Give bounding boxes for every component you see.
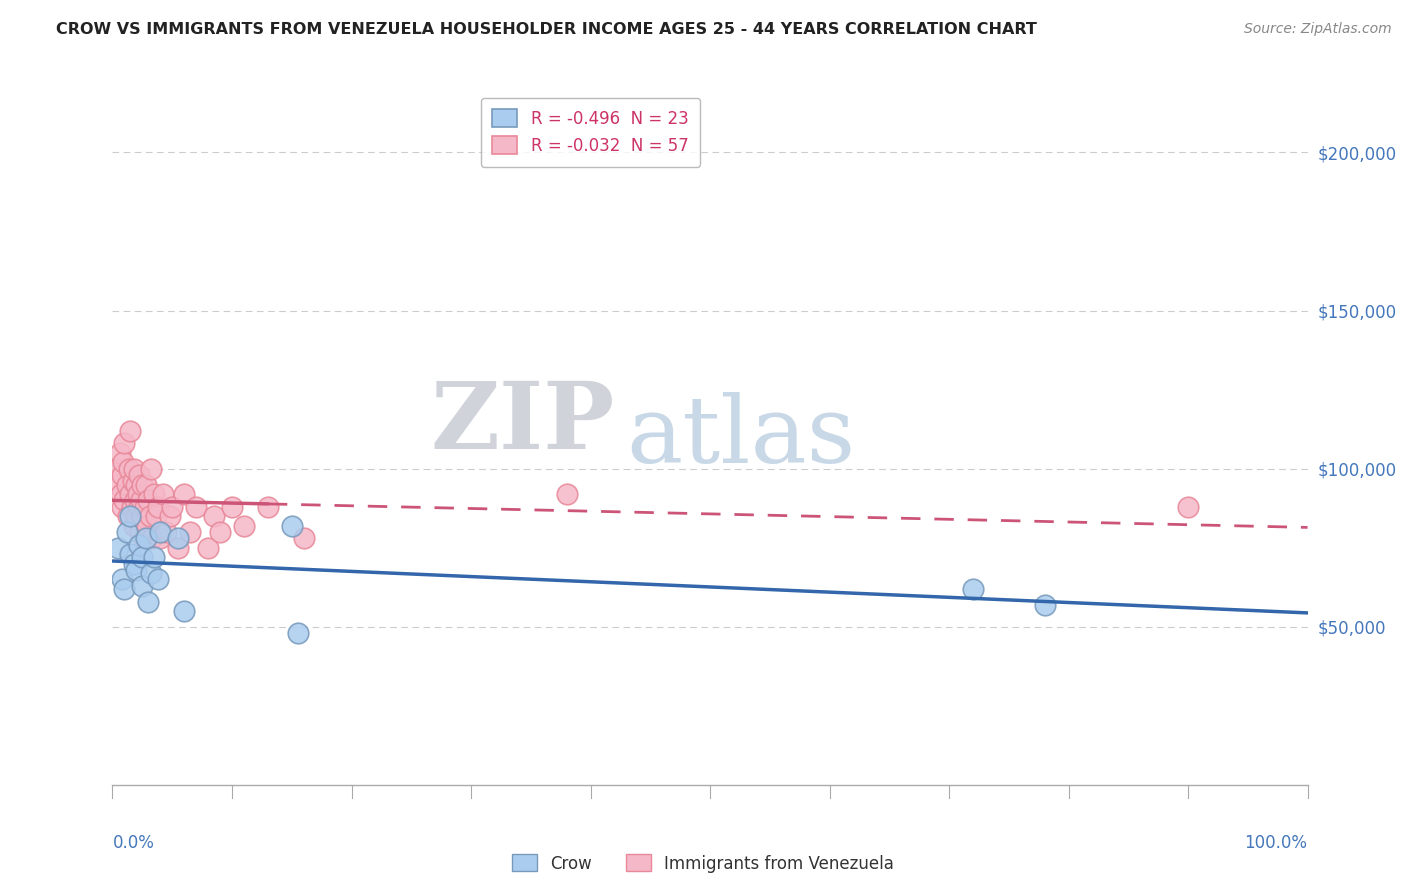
Legend: Crow, Immigrants from Venezuela: Crow, Immigrants from Venezuela (506, 847, 900, 880)
Point (145, 509, 167, 524)
Point (107, 477, 129, 491)
Point (117, 509, 139, 524)
Point (129, 493, 152, 508)
Point (208, 524, 231, 539)
Point (139, 461, 162, 475)
Point (121, 475, 143, 489)
Point (122, 557, 145, 571)
Point (114, 493, 135, 508)
Point (131, 550, 153, 565)
Text: 0.0%: 0.0% (112, 834, 155, 852)
Point (132, 531, 155, 545)
Point (135, 477, 157, 491)
Point (118, 461, 141, 475)
Point (114, 436, 135, 450)
Point (149, 531, 172, 545)
Point (115, 524, 138, 539)
Point (141, 531, 163, 545)
Point (125, 477, 148, 491)
Point (111, 573, 134, 587)
Point (131, 509, 153, 524)
Point (112, 455, 135, 469)
Point (120, 424, 142, 438)
Point (138, 594, 160, 608)
Point (120, 547, 142, 561)
Point (105, 461, 128, 475)
Point (120, 487, 142, 501)
Point (120, 509, 142, 524)
Point (122, 461, 145, 475)
Point (138, 509, 160, 524)
Point (257, 500, 280, 514)
Point (115, 477, 138, 491)
Point (146, 500, 169, 514)
Point (287, 626, 309, 640)
Point (197, 541, 219, 555)
Point (136, 518, 159, 533)
Point (173, 487, 195, 501)
Point (131, 579, 153, 593)
Point (155, 524, 177, 539)
Point (179, 524, 201, 539)
Point (134, 500, 156, 514)
Point (1177, 500, 1199, 514)
Point (128, 468, 150, 483)
Point (131, 477, 153, 491)
Point (146, 573, 169, 587)
Point (121, 500, 143, 514)
Point (139, 566, 162, 580)
Text: CROW VS IMMIGRANTS FROM VENEZUELA HOUSEHOLDER INCOME AGES 25 - 44 YEARS CORRELAT: CROW VS IMMIGRANTS FROM VENEZUELA HOUSEH… (56, 22, 1038, 37)
Point (281, 518, 304, 533)
Point (232, 518, 256, 533)
Point (555, 487, 578, 501)
Point (114, 582, 135, 596)
Point (202, 509, 225, 524)
Point (129, 524, 152, 539)
Point (221, 500, 243, 514)
Point (143, 487, 166, 501)
Point (125, 563, 148, 577)
Point (186, 500, 208, 514)
Point (127, 487, 149, 501)
Point (159, 509, 181, 524)
Point (292, 531, 315, 545)
Point (173, 604, 195, 618)
Point (124, 493, 146, 508)
Point (111, 500, 134, 514)
Point (167, 541, 190, 555)
Point (128, 500, 150, 514)
Text: ZIP: ZIP (430, 378, 614, 468)
Text: atlas: atlas (626, 392, 856, 482)
Point (1033, 598, 1056, 612)
Point (143, 550, 166, 565)
Point (128, 538, 150, 552)
Point (149, 524, 172, 539)
Point (125, 509, 148, 524)
Point (962, 582, 984, 596)
Point (162, 500, 183, 514)
Point (111, 468, 134, 483)
Point (110, 487, 132, 501)
Text: 100.0%: 100.0% (1244, 834, 1308, 852)
Point (107, 541, 129, 555)
Point (138, 493, 160, 508)
Point (135, 531, 157, 545)
Text: Source: ZipAtlas.com: Source: ZipAtlas.com (1244, 22, 1392, 37)
Point (167, 531, 190, 545)
Point (152, 487, 174, 501)
Point (108, 446, 131, 460)
Legend: R = -0.496  N = 23, R = -0.032  N = 57: R = -0.496 N = 23, R = -0.032 N = 57 (481, 97, 700, 167)
Point (122, 518, 145, 533)
